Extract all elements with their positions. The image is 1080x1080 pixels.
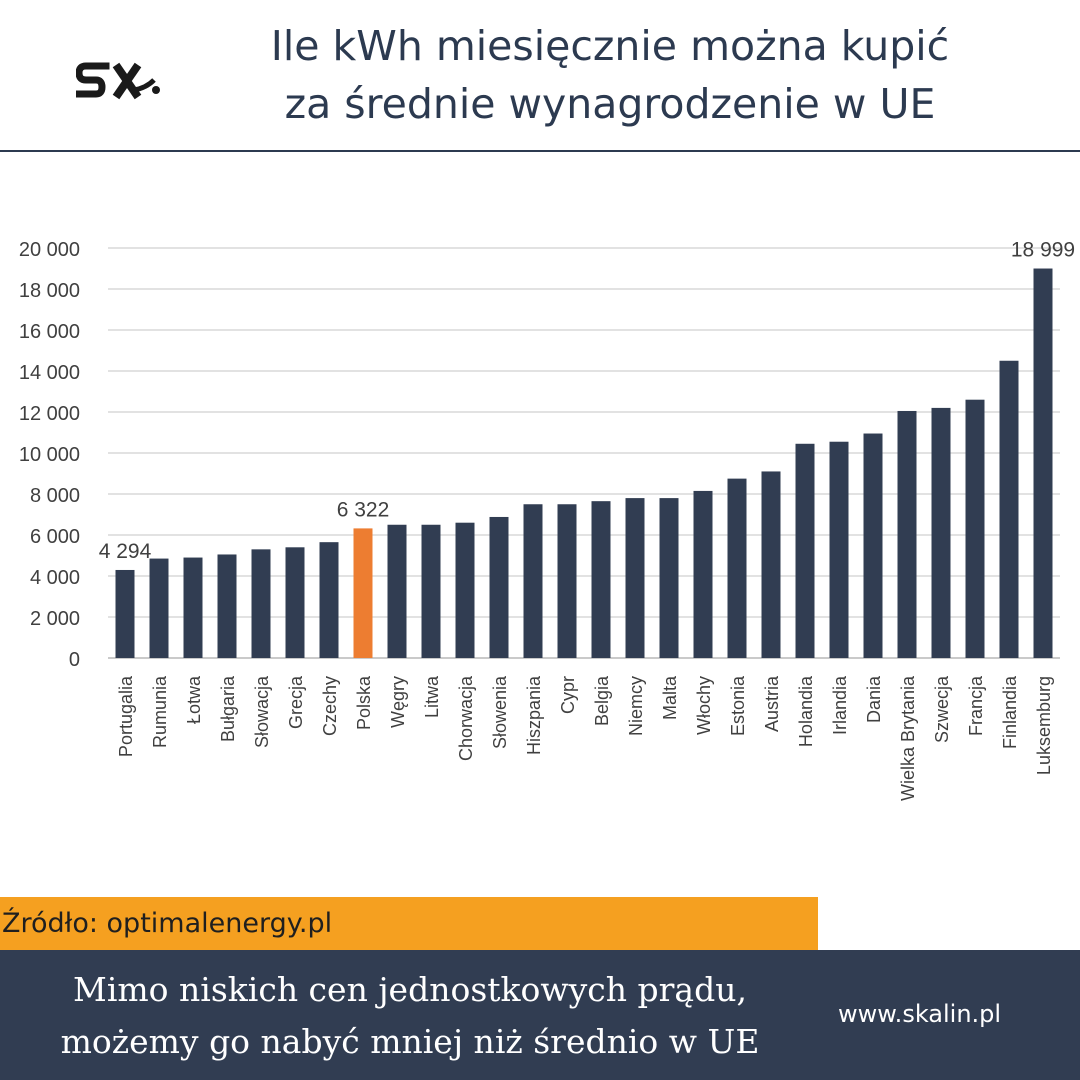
x-tick-label: Szwecja <box>932 675 952 743</box>
y-tick-label: 20 000 <box>19 239 80 261</box>
bar-13 <box>557 504 577 658</box>
x-tick-label: Węgry <box>388 676 408 728</box>
header: Ile kWh miesięcznie można kupić za średn… <box>0 0 1080 152</box>
x-tick-label: Rumunia <box>150 675 170 748</box>
bar-27 <box>1033 268 1053 658</box>
bar-20 <box>795 443 815 658</box>
header-divider <box>0 150 1080 152</box>
y-tick-label: 14 000 <box>19 362 80 384</box>
bar-chart: 0 2 000 4 000 6 000 8 000 10 000 12 000 14 000 1… <box>19 239 1075 802</box>
x-tick-label: Słowenia <box>490 675 510 749</box>
y-tick-label: 2 000 <box>30 608 80 630</box>
y-tick-label: 0 <box>69 649 80 671</box>
x-tick-label: Łotwa <box>184 675 204 724</box>
bar-8 <box>387 524 407 658</box>
bar-16 <box>659 498 679 658</box>
x-tick-label: Grecja <box>286 675 306 729</box>
bar-1 <box>149 558 169 658</box>
footer-message-line-2: możemy go nabyć mniej niż średnio w UE <box>60 1022 760 1061</box>
bar-2 <box>183 557 203 658</box>
x-tick-label: Wielka Brytania <box>898 675 918 801</box>
x-tick-label: Czechy <box>320 676 340 736</box>
y-tick-label: 8 000 <box>30 485 80 507</box>
bar-17 <box>693 490 713 658</box>
bar-7 <box>353 528 373 658</box>
x-tick-label: Holandia <box>796 675 816 747</box>
x-tick-label: Belgia <box>592 675 612 726</box>
x-tick-label: Niemcy <box>626 676 646 736</box>
x-tick-label: Luksemburg <box>1034 676 1054 775</box>
bar-15 <box>625 498 645 658</box>
x-tick-label: Irlandia <box>830 675 850 735</box>
x-tick-label: Francja <box>966 675 986 736</box>
bar-3 <box>217 554 237 658</box>
bar-0 <box>115 569 135 658</box>
y-tick-label: 18 000 <box>19 280 80 302</box>
bar-23 <box>897 410 917 658</box>
x-tick-label: Włochy <box>694 676 714 735</box>
x-tick-label: Estonia <box>728 675 748 736</box>
bar-25 <box>965 399 985 658</box>
bar-14 <box>591 501 611 658</box>
x-tick-label: Polska <box>354 675 374 730</box>
y-tick-label: 10 000 <box>19 444 80 466</box>
x-tick-label: Bułgaria <box>218 675 238 742</box>
bar-12 <box>523 504 543 658</box>
bar-9 <box>421 524 441 658</box>
x-tick-label: Chorwacja <box>456 675 476 761</box>
bar-11 <box>489 516 509 658</box>
bar-21 <box>829 441 849 658</box>
bar-26 <box>999 360 1019 658</box>
x-tick-label: Portugalia <box>116 675 136 757</box>
source-label: Źródło: optimalenergy.pl <box>0 897 818 950</box>
x-tick-label: Słowacja <box>252 675 272 748</box>
bar-24 <box>931 407 951 658</box>
x-tick-label: Hiszpania <box>524 675 544 755</box>
site-url: www.skalin.pl <box>838 1000 1002 1028</box>
page-title-line-1: Ile kWh miesięcznie można kupić <box>270 22 950 70</box>
x-tick-label: Litwa <box>422 675 442 718</box>
data-label: 4 294 <box>99 540 152 563</box>
y-tick-label: 16 000 <box>19 321 80 343</box>
y-tick-label: 4 000 <box>30 567 80 589</box>
x-tick-label: Finlandia <box>1000 675 1020 749</box>
data-label: 18 999 <box>1011 239 1075 262</box>
y-tick-label: 12 000 <box>19 403 80 425</box>
x-tick-label: Austria <box>762 675 782 732</box>
page-title-line-2: za średnie wynagrodzenie w UE <box>284 80 936 128</box>
bar-10 <box>455 522 475 658</box>
bar-6 <box>319 542 339 658</box>
footer: Mimo niskich cen jednostkowych prądu, mo… <box>0 950 1080 1080</box>
bar-19 <box>761 471 781 658</box>
data-label: 6 322 <box>337 498 390 521</box>
skalin-logo <box>76 62 160 100</box>
y-tick-label: 6 000 <box>30 526 80 548</box>
bar-4 <box>251 549 271 658</box>
footer-message-line-1: Mimo niskich cen jednostkowych prądu, <box>73 970 747 1009</box>
x-tick-label: Cypr <box>558 676 578 714</box>
bar-5 <box>285 547 305 658</box>
x-tick-label: Malta <box>660 675 680 720</box>
bar-18 <box>727 478 747 658</box>
x-tick-label: Dania <box>864 675 884 723</box>
bar-22 <box>863 433 883 658</box>
